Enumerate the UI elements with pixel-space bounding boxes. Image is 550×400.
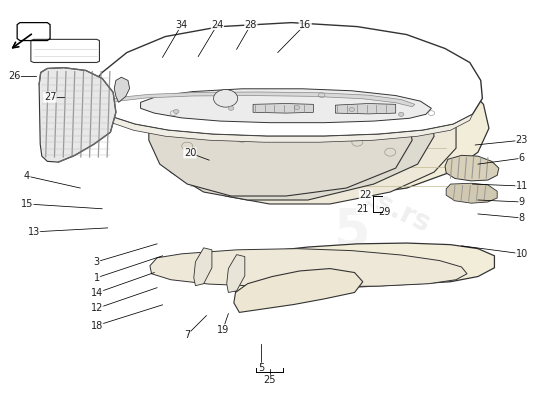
Polygon shape xyxy=(149,68,412,196)
Polygon shape xyxy=(220,36,489,196)
Text: Maserati: Maserati xyxy=(285,158,353,194)
Text: 19: 19 xyxy=(217,324,229,334)
Text: 1: 1 xyxy=(94,273,100,283)
Polygon shape xyxy=(111,114,472,142)
Text: 9: 9 xyxy=(519,197,525,207)
Text: 13: 13 xyxy=(28,227,40,237)
Text: 25: 25 xyxy=(263,375,276,385)
Text: 7: 7 xyxy=(184,330,190,340)
Text: 3: 3 xyxy=(94,257,100,267)
Text: 26: 26 xyxy=(8,72,20,82)
Text: 4: 4 xyxy=(24,171,30,181)
Text: 15: 15 xyxy=(21,199,33,209)
Circle shape xyxy=(173,110,179,114)
Text: 29: 29 xyxy=(378,207,391,217)
Text: 11: 11 xyxy=(516,181,528,191)
Text: 14: 14 xyxy=(91,288,103,298)
Circle shape xyxy=(294,106,300,110)
Text: 23: 23 xyxy=(516,135,528,145)
Polygon shape xyxy=(227,255,245,292)
Polygon shape xyxy=(253,104,313,113)
Polygon shape xyxy=(86,23,482,136)
Polygon shape xyxy=(39,68,116,162)
Text: 5: 5 xyxy=(333,206,370,258)
Polygon shape xyxy=(141,89,431,123)
Circle shape xyxy=(398,112,404,116)
Text: 20: 20 xyxy=(184,148,196,158)
Text: 27: 27 xyxy=(44,92,56,102)
Text: 6: 6 xyxy=(519,153,525,163)
Text: 22: 22 xyxy=(359,190,372,200)
Text: 10: 10 xyxy=(516,249,528,259)
Polygon shape xyxy=(182,44,456,204)
Polygon shape xyxy=(114,77,130,102)
Polygon shape xyxy=(226,243,494,296)
Text: 34: 34 xyxy=(175,20,188,30)
Text: 16: 16 xyxy=(299,20,311,30)
Polygon shape xyxy=(155,52,434,200)
Text: parts.rs: parts.rs xyxy=(312,161,436,239)
Polygon shape xyxy=(150,249,467,287)
Polygon shape xyxy=(234,268,363,312)
Polygon shape xyxy=(445,155,499,181)
Polygon shape xyxy=(336,104,395,114)
Polygon shape xyxy=(31,39,100,62)
Text: 5: 5 xyxy=(258,363,265,373)
Text: 8: 8 xyxy=(519,213,525,223)
Text: 28: 28 xyxy=(245,20,257,30)
Circle shape xyxy=(228,106,234,110)
Polygon shape xyxy=(108,92,415,107)
Circle shape xyxy=(213,90,238,107)
Text: 12: 12 xyxy=(91,304,103,314)
Text: 21: 21 xyxy=(356,204,369,214)
Circle shape xyxy=(349,108,355,112)
Text: 18: 18 xyxy=(91,320,103,330)
Text: 24: 24 xyxy=(211,20,224,30)
Polygon shape xyxy=(194,248,212,286)
Polygon shape xyxy=(446,183,497,203)
